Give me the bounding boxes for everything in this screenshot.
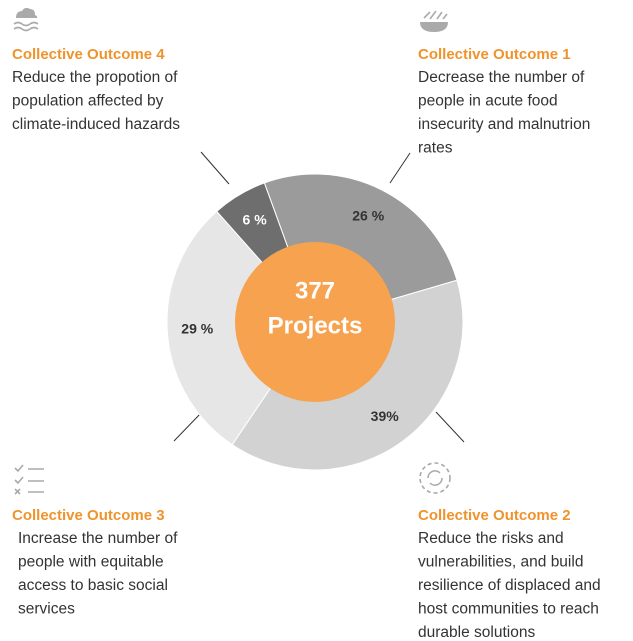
outcome-description: rates: [418, 140, 453, 157]
outcome-description: vulnerabilities, and build: [418, 554, 583, 571]
slice-label: 6 %: [243, 211, 268, 227]
center-number: 377: [295, 277, 335, 304]
outcome-description: Decrease the number of: [418, 69, 585, 86]
slice-label: 39%: [371, 408, 400, 424]
leader-line: [200, 151, 230, 185]
outcome-description: services: [18, 601, 75, 618]
icon-climate: [13, 7, 39, 32]
outcome-description: Reduce the risks and: [418, 530, 564, 547]
center-caption: Projects: [268, 312, 363, 339]
slice-label: 29 %: [181, 321, 213, 337]
icon-food: [420, 10, 448, 32]
outcome-description: Increase the number of: [18, 530, 178, 547]
outcome-description: climate-induced hazards: [12, 116, 180, 133]
center-circle: [235, 242, 395, 402]
outcome-description: durable solutions: [418, 624, 535, 641]
leader-line: [389, 152, 411, 184]
donut: 26 % 39% 29 % 6 % 377 Projects: [166, 173, 464, 471]
leader-lines: [173, 151, 465, 443]
icon-resilience: [419, 462, 451, 494]
outcome-description: host communities to reach: [418, 601, 599, 618]
outcome-title: Collective Outcome 4: [12, 46, 165, 63]
outcome-description: insecurity and malnutrion: [418, 116, 590, 133]
outcome-description: resilience of displaced and: [418, 577, 601, 594]
outcome-description: people in acute food: [418, 93, 558, 110]
slice-label: 26 %: [352, 207, 384, 223]
outcome-title: Collective Outcome 3: [12, 507, 165, 524]
icon-checklist: [14, 464, 44, 495]
outcome-description: people with equitable: [18, 554, 164, 571]
outcome-title: Collective Outcome 2: [418, 507, 571, 524]
outcome-title: Collective Outcome 1: [418, 46, 571, 63]
outcome-description: population affected by: [12, 93, 164, 110]
outcome-description: access to basic social: [18, 577, 168, 594]
outcome-description: Reduce the propotion of: [12, 69, 178, 86]
leader-line: [435, 411, 465, 443]
leader-line: [173, 411, 203, 442]
